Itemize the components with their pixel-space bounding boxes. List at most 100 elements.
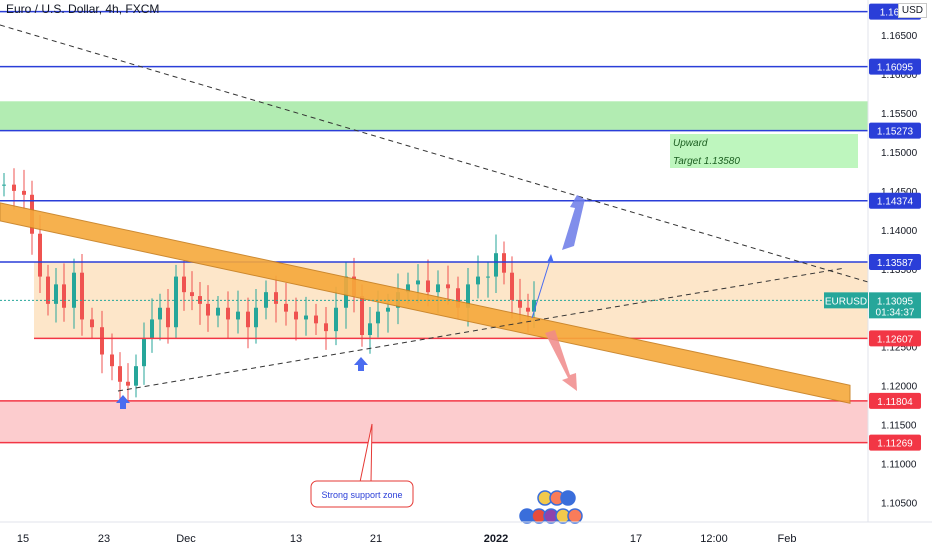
candle-body (206, 303, 210, 316)
price-tick-label: 1.11500 (881, 421, 917, 432)
candle-body (90, 319, 94, 328)
level-label-box (869, 58, 921, 75)
price-labels-layer: 1.1680 1.16095 1.15273 1.14374 1.13587 1.1260… (0, 3, 921, 451)
candle-body (494, 253, 498, 277)
candle-body (174, 276, 178, 328)
candle-body (158, 307, 162, 320)
level-label-text: 1.12607 (877, 334, 914, 345)
candle-body (226, 307, 230, 320)
last-price-text: 1.13095 (877, 296, 914, 307)
candle-body (518, 299, 522, 308)
level-label-box (869, 254, 921, 271)
small-blue-arrowhead (547, 254, 554, 263)
symbol-badge-text: EURUSD (825, 296, 867, 307)
level-label: 1.11804 (869, 392, 921, 409)
callout-box (310, 480, 414, 508)
candles-layer (2, 168, 536, 403)
candle-body (46, 276, 50, 304)
time-tick-label: 23 (98, 533, 110, 545)
candle-body (118, 366, 122, 382)
level-label-text: 1.11804 (877, 397, 913, 408)
candle-body (486, 276, 490, 278)
level-label: 1.16095 (869, 58, 921, 75)
level-label-text: 1.14374 (877, 197, 914, 208)
candle-body (314, 315, 318, 324)
time-tick-label: 12:00 (700, 533, 728, 545)
event-icon (567, 508, 583, 524)
target-box-bg (670, 134, 858, 168)
event-icon (560, 490, 576, 506)
countdown-text: 01:34:37 (876, 307, 915, 318)
descending-trend-band (0, 202, 851, 404)
candle-body (510, 272, 514, 300)
candle-body (284, 303, 288, 312)
candle-body (22, 190, 26, 195)
price-tick-label: 1.11000 (881, 460, 917, 471)
candle-body (216, 307, 220, 316)
green-zone (0, 101, 868, 131)
last-price-box (869, 292, 921, 319)
candle-body (476, 276, 480, 285)
candle-body (134, 366, 138, 386)
candle-body (274, 292, 278, 304)
drawings-layer: Upward Target 1.13580 Strong support zone (0, 24, 869, 524)
time-axis[interactable]: 15 23 Dec 13 21 2022 17 12:00 Feb (0, 521, 932, 545)
candle-body (236, 311, 240, 320)
price-tick-label: 1.15500 (881, 109, 918, 120)
candle-body (2, 184, 6, 186)
candle-body (466, 284, 470, 308)
candle-body (54, 284, 58, 304)
time-tick-label: 21 (370, 533, 382, 545)
level-label: 1.13587 (869, 254, 921, 271)
level-label-box (869, 122, 921, 139)
symbol-badge (824, 292, 868, 309)
levels-layer (0, 10, 868, 444)
candle-body (456, 288, 460, 308)
candle-body (254, 307, 258, 328)
candle-body (304, 315, 308, 320)
red-zone (0, 401, 868, 443)
candle-body (190, 292, 194, 297)
level-label-box (869, 330, 921, 347)
price-tick-label: 1.16500 (881, 31, 918, 42)
time-tick-label: Dec (176, 533, 196, 545)
price-tick-label: 1.12500 (881, 343, 918, 354)
callout-pointer (359, 423, 373, 483)
candle-body (142, 338, 146, 367)
candle-body (406, 284, 410, 293)
large-red-arrow (545, 330, 577, 391)
candle-body (360, 296, 364, 336)
candle-body (246, 311, 250, 328)
candle-body (416, 280, 420, 285)
currency-badge[interactable]: USD (897, 3, 927, 18)
event-icons (519, 490, 583, 524)
time-tick-label: 2022 (484, 533, 508, 545)
time-tick-label: 15 (17, 533, 29, 545)
candle-body (110, 354, 114, 367)
level-label-box (869, 192, 921, 209)
candle-body (150, 319, 154, 339)
target-line-2: Target 1.13580 (673, 156, 740, 167)
price-tick-label: 1.10500 (881, 499, 918, 510)
time-tick-label: 13 (290, 533, 302, 545)
candle-body (166, 307, 170, 328)
level-label: 1.12607 (869, 330, 921, 347)
price-tick-label: 1.12000 (881, 382, 918, 393)
level-label: 1.15273 (869, 122, 921, 139)
candle-body (532, 299, 536, 312)
price-tick-label: 1.16000 (881, 70, 918, 81)
level-label-text: 1.11269 (877, 439, 913, 450)
candle-body (502, 253, 506, 273)
blue-projection-line (531, 256, 552, 319)
level-label-box (869, 392, 921, 409)
candle-body (38, 233, 42, 277)
target-box: Upward Target 1.13580 (670, 134, 858, 168)
price-tick-label: 1.14500 (881, 187, 918, 198)
level-label: 1.11269 (869, 434, 921, 451)
candle-body (12, 184, 16, 191)
level-label-text: 1.1680 (880, 8, 911, 19)
level-label-text: 1.15273 (877, 127, 914, 138)
candle-body (182, 276, 186, 293)
